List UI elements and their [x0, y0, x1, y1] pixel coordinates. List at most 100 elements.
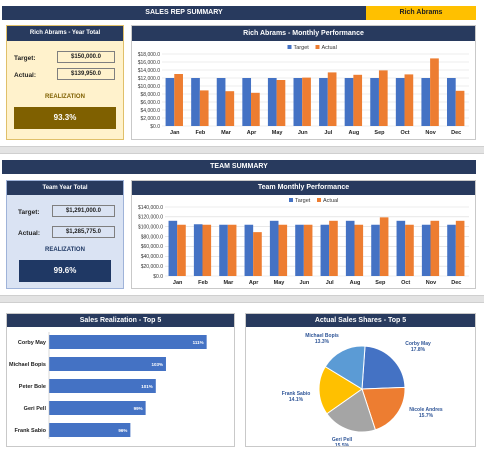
pie-slice-corby-may	[361, 345, 406, 390]
section-divider	[0, 146, 484, 154]
x-tick-label: Nov	[426, 280, 437, 286]
bar-actual-may	[278, 224, 288, 276]
bar-target-jan	[165, 78, 175, 126]
bar-target-mar	[216, 78, 226, 126]
shares-title-bar: Actual Sales Shares - Top 5	[246, 314, 475, 327]
x-tick-label: Dec	[451, 280, 461, 286]
y-tick-label: $8,000.0	[141, 92, 161, 98]
team-monthly-chart: Target Actual $0.0 $20,000.0 $40,000.0 $60,00…	[138, 198, 469, 286]
y-tick-label: $16,000.0	[138, 60, 160, 66]
team-monthly-title: Team Monthly Performance	[257, 184, 350, 191]
team-actual-label: Actual:	[18, 230, 41, 237]
hbar-category-label: Peter Bole	[19, 384, 46, 390]
bar-target-jun	[295, 224, 304, 276]
bar-target-nov	[421, 224, 431, 276]
hbar-value-label: 99%	[134, 406, 143, 411]
legend-swatch-target	[287, 45, 292, 49]
bar-target-jun	[293, 78, 303, 126]
realization-title-bar: Sales Realization - Top 5	[7, 314, 234, 327]
rep-monthly-panel: Rich Abrams - Monthly Performance Target…	[131, 25, 476, 140]
bar-target-feb	[193, 224, 203, 276]
y-tick-label: $14,000.0	[138, 68, 160, 74]
rep-target-label: Target:	[14, 55, 36, 62]
bar-target-sep	[370, 78, 379, 126]
y-tick-label: $120,000.0	[138, 215, 163, 221]
legend-label-target: Target	[294, 45, 310, 51]
bar-actual-jun	[303, 224, 313, 276]
bar-target-aug	[344, 78, 354, 126]
legend-swatch-target	[289, 198, 293, 202]
y-tick-label: $12,000.0	[138, 76, 160, 82]
hbar-category-label: Frank Sabio	[15, 428, 47, 434]
x-tick-label: Jan	[173, 280, 183, 286]
shares-title: Actual Sales Shares - Top 5	[314, 317, 407, 324]
bar-actual-jul	[327, 72, 337, 126]
bar-actual-aug	[354, 224, 364, 276]
bar-target-apr	[244, 224, 254, 276]
realization-chart: Corby May 111% Michael Bopis 103% Peter Bole…	[9, 332, 207, 439]
hbar-bar	[49, 357, 166, 371]
bar-actual-jan	[174, 74, 183, 126]
rep-total-title: Rich Abrams - Year Total	[29, 30, 101, 36]
header-title: SALES REP SUMMARY	[145, 9, 223, 16]
realization-panel: Sales Realization - Top 5 Corby May 111% M…	[6, 313, 235, 447]
bar-actual-feb	[199, 90, 209, 126]
shares-panel: Actual Sales Shares - Top 5 Corby May 17.…	[245, 313, 476, 447]
rep-monthly-chart: Target Actual $0.0 $2,000.0 $4,000.0 $6,000.0…	[138, 45, 469, 136]
pie-slice-frank-sabio	[318, 365, 363, 415]
team-total-title-bar: Team Year Total	[7, 181, 123, 195]
bar-target-oct	[396, 220, 406, 276]
hbar-value-label: 111%	[193, 340, 204, 345]
y-tick-label: $4,000.0	[141, 108, 161, 114]
bar-actual-sep	[379, 217, 389, 276]
bar-actual-mar	[227, 224, 237, 276]
x-tick-label: Oct	[400, 130, 409, 136]
hbar-category-label: Michael Bopis	[9, 362, 46, 368]
team-monthly-panel: Team Monthly Performance Target Actual $0.…	[131, 180, 476, 289]
header-title-bar: SALES REP SUMMARY	[2, 6, 366, 20]
rep-realization-label: REALIZATION	[45, 94, 85, 100]
team-total-title: Team Year Total	[42, 185, 88, 191]
x-tick-label: Nov	[425, 130, 436, 136]
legend-label-actual: Actual	[322, 45, 337, 51]
team-realization-label: REALIZATION	[45, 247, 85, 253]
pie-label-value: 17.8%	[411, 347, 426, 353]
bar-actual-jun	[302, 77, 311, 126]
pie-label-name: Corby May	[405, 341, 431, 347]
pie-label-name: Frank Sabio	[282, 391, 311, 397]
hbar-category-label: Corby May	[18, 340, 47, 346]
bar-actual-may	[276, 80, 286, 126]
bar-actual-jul	[329, 220, 338, 276]
team-monthly-title-bar: Team Monthly Performance	[132, 181, 475, 195]
bar-target-nov	[421, 78, 431, 126]
y-tick-label: $10,000.0	[138, 84, 160, 90]
hbar-value-label: 96%	[118, 428, 127, 433]
x-tick-label: May	[274, 280, 286, 286]
pie-label-name: Michael Bopis	[305, 333, 339, 339]
rep-total-title-bar: Rich Abrams - Year Total	[7, 26, 123, 41]
y-tick-label: $0.0	[153, 274, 163, 280]
rep-name: Rich Abrams	[399, 9, 443, 16]
hbar-bar	[49, 379, 156, 393]
hbar-bar	[49, 335, 207, 349]
bar-target-oct	[395, 78, 405, 126]
bar-actual-sep	[378, 70, 388, 126]
team-realization-value: 99.6%	[19, 260, 111, 282]
y-tick-label: $0.0	[150, 124, 160, 130]
rep-name-badge[interactable]: Rich Abrams	[366, 6, 476, 20]
x-tick-label: Feb	[195, 130, 205, 136]
bar-target-jan	[168, 220, 178, 276]
team-target-value: $1,291,000.0	[52, 205, 115, 217]
team-total-panel: Team Year Total Target: $1,291,000.0 Act…	[6, 180, 124, 289]
bar-actual-mar	[225, 91, 235, 126]
section-divider-2	[0, 295, 484, 303]
bar-target-mar	[219, 224, 228, 276]
x-tick-label: Jun	[298, 130, 308, 136]
legend-label-actual: Actual	[323, 198, 338, 204]
hbar-value-label: 101%	[141, 384, 153, 389]
bar-actual-dec	[455, 90, 465, 126]
bar-target-may	[269, 220, 279, 276]
x-tick-label: Feb	[198, 280, 208, 286]
pie-label-value: 15.7%	[419, 413, 434, 419]
